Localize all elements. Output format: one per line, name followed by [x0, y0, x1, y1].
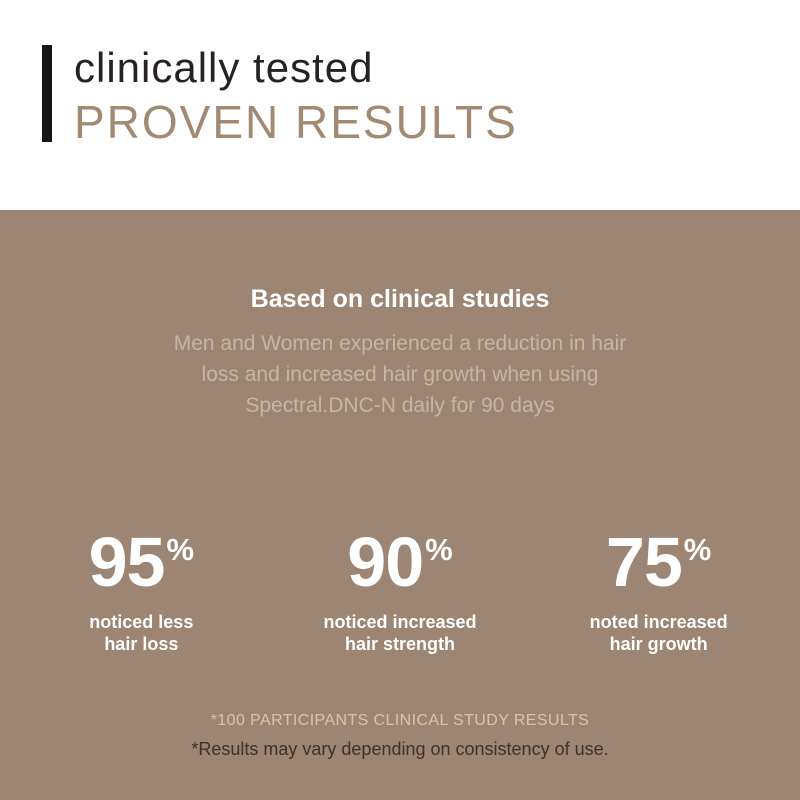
stat-label-line: hair strength: [344, 634, 455, 654]
study-description-line: Men and Women experienced a reduction in…: [173, 332, 627, 355]
page-title: PROVEN RESULTS: [74, 96, 518, 148]
stat-value: 90 %: [271, 527, 530, 597]
stats-row: 95 % noticed less hair loss 90 % noticed…: [0, 527, 800, 655]
percent-sign: %: [166, 532, 195, 567]
stat-label-line: noted increased: [589, 612, 728, 632]
stat-value: 75 %: [529, 527, 788, 597]
stat-label: noticed less hair loss: [12, 611, 271, 655]
stat-number: 90: [347, 523, 424, 601]
study-description-line: loss and increased hair growth when usin…: [201, 363, 599, 386]
percent-sign: %: [683, 532, 712, 567]
stat-number: 75: [605, 523, 683, 601]
stat-less-hair-loss: 95 % noticed less hair loss: [12, 527, 271, 655]
study-description-line: Spectral.DNC-N daily for 90 days: [245, 394, 555, 417]
participants-footnote: *100 PARTICIPANTS CLINICAL STUDY RESULTS: [210, 712, 590, 729]
clinical-results-panel: Based on clinical studies Men and Women …: [0, 210, 800, 800]
study-heading: Based on clinical studies: [250, 285, 550, 313]
header: clinically tested PROVEN RESULTS: [74, 44, 518, 148]
stat-label-line: noticed increased: [323, 612, 477, 632]
disclaimer-footnote: *Results may vary depending on consisten…: [191, 739, 609, 759]
stat-number: 95: [88, 523, 166, 601]
study-description: Men and Women experienced a reduction in…: [0, 328, 800, 421]
accent-bar: [42, 45, 52, 142]
stat-label-line: hair growth: [609, 634, 708, 654]
eyebrow-text: clinically tested: [74, 44, 374, 91]
stat-value: 95 %: [12, 527, 271, 597]
stat-label: noticed increased hair strength: [271, 611, 530, 655]
stat-hair-growth: 75 % noted increased hair growth: [529, 527, 788, 655]
stat-label-line: hair loss: [104, 634, 179, 654]
stat-label: noted increased hair growth: [529, 611, 788, 655]
stat-label-line: noticed less: [89, 612, 194, 632]
stat-hair-strength: 90 % noticed increased hair strength: [271, 527, 530, 655]
percent-sign: %: [425, 532, 453, 567]
